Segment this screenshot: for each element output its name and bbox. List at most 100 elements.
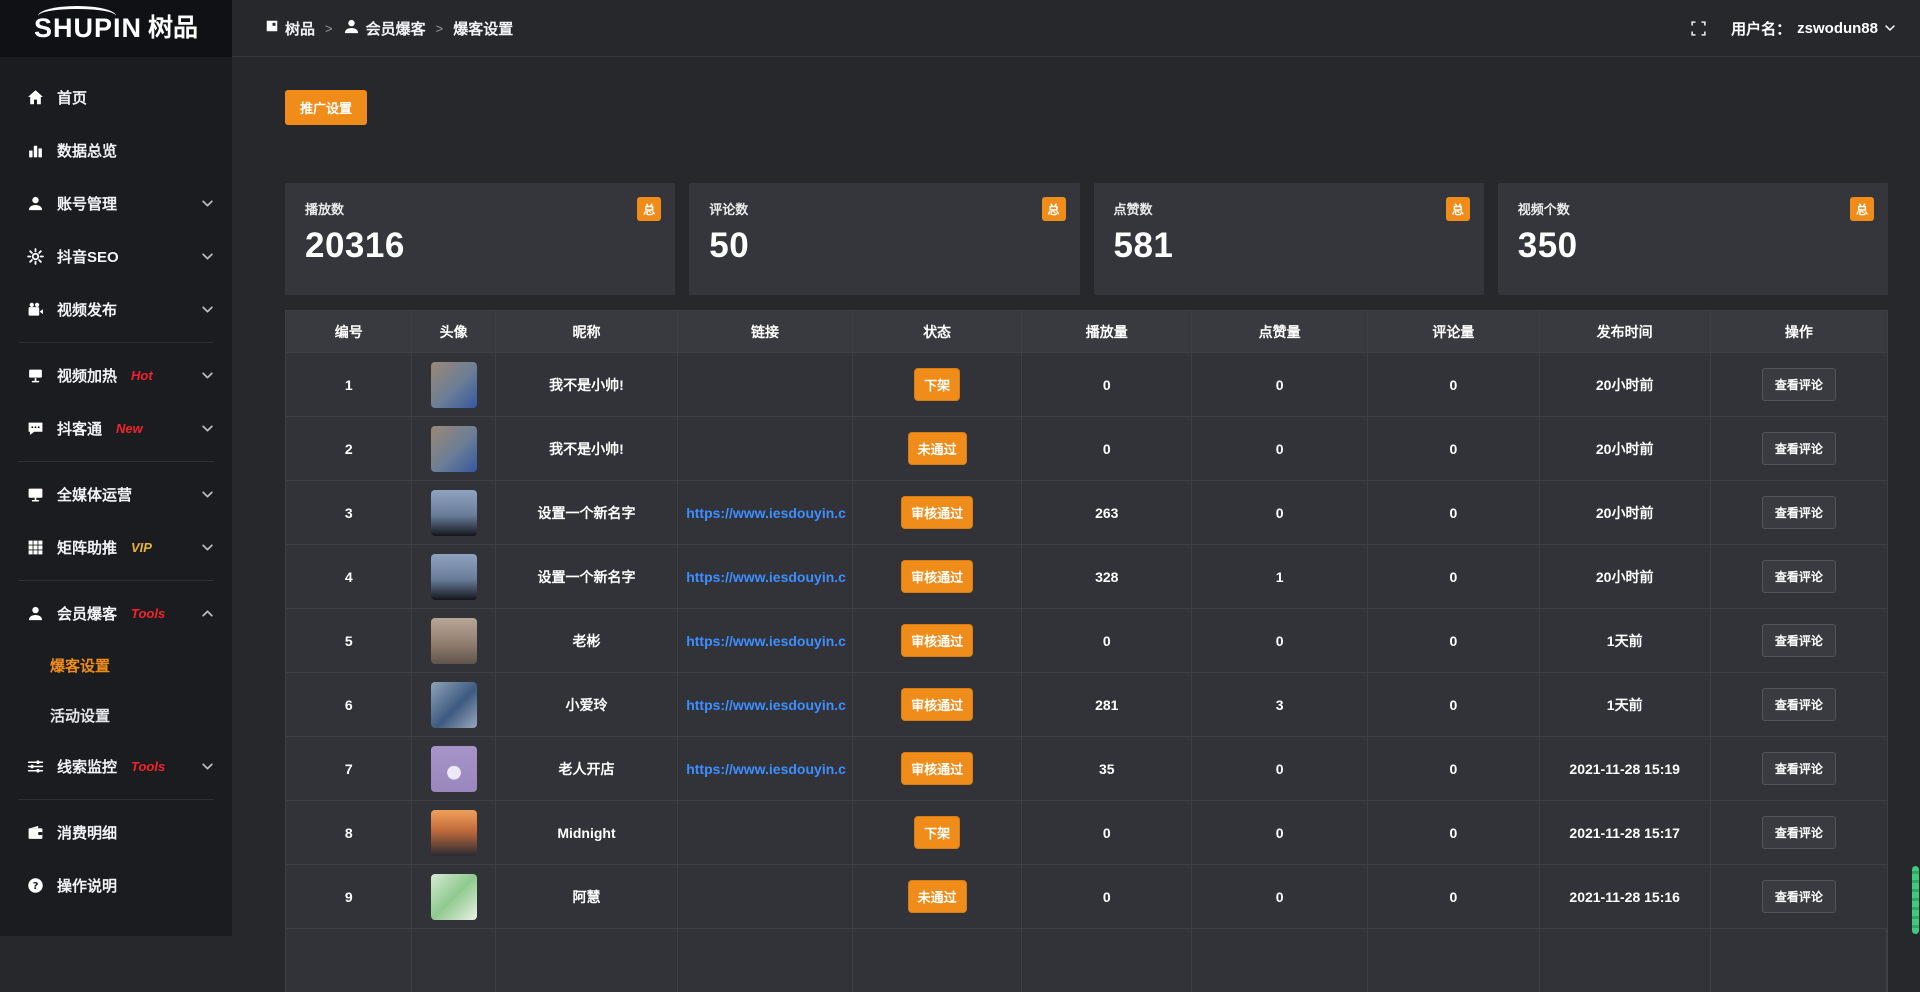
status-badge[interactable]: 审核通过: [901, 496, 973, 529]
view-comments-button[interactable]: 查看评论: [1762, 432, 1836, 465]
sidebar-item-badge: Tools: [131, 606, 165, 621]
sidebar-item-video-heat[interactable]: 视频加热 Hot: [0, 349, 232, 402]
topbar: 树品>会员爆客>爆客设置 用户名：zswodun88: [232, 0, 1920, 57]
screen-icon: [26, 367, 44, 385]
cell-action: 查看评论: [1711, 545, 1887, 608]
logo[interactable]: SHUPIN 树品: [0, 0, 232, 57]
cell-comments: 0: [1368, 545, 1539, 608]
breadcrumb-label: 树品: [285, 18, 315, 39]
cell-status: 审核通过: [853, 673, 1023, 736]
cell-action: 查看评论: [1711, 609, 1887, 672]
column-header: 链接: [678, 311, 853, 352]
cell-link: https://www.iesdouyin.c: [678, 737, 853, 800]
sidebar-item-home[interactable]: 首页: [0, 71, 232, 124]
status-badge[interactable]: 审核通过: [901, 752, 973, 785]
chevron-down-icon: [201, 422, 214, 435]
sidebar-item-consume-detail[interactable]: 消费明细: [0, 806, 232, 859]
fullscreen-icon[interactable]: [1690, 20, 1707, 37]
view-comments-button[interactable]: 查看评论: [1762, 816, 1836, 849]
view-comments-button[interactable]: 查看评论: [1762, 496, 1836, 529]
cell-nickname: 设置一个新名字: [496, 481, 679, 544]
video-icon: [26, 301, 44, 319]
profile-link[interactable]: https://www.iesdouyin.c: [686, 697, 846, 713]
profile-link[interactable]: https://www.iesdouyin.c: [686, 569, 846, 585]
logo-arc: [38, 6, 116, 16]
breadcrumb-item[interactable]: 爆客设置: [453, 18, 513, 39]
stat-label: 播放数: [305, 199, 655, 218]
profile-link[interactable]: https://www.iesdouyin.c: [686, 761, 846, 777]
cell-status: 审核通过: [853, 481, 1023, 544]
cell-empty: [1192, 929, 1368, 992]
profile-link[interactable]: https://www.iesdouyin.c: [686, 505, 846, 521]
sidebar-item-label: 视频加热: [57, 365, 117, 386]
view-comments-button[interactable]: 查看评论: [1762, 624, 1836, 657]
cell-status: 下架: [853, 353, 1023, 416]
cell-avatar: [412, 737, 495, 800]
cell-action: 查看评论: [1711, 481, 1887, 544]
cell-link: [678, 417, 853, 480]
status-badge[interactable]: 未通过: [908, 880, 967, 913]
chevron-down-icon: [201, 541, 214, 554]
status-badge[interactable]: 未通过: [908, 432, 967, 465]
view-comments-button[interactable]: 查看评论: [1762, 880, 1836, 913]
sidebar-item-data-overview[interactable]: 数据总览: [0, 124, 232, 177]
view-comments-button[interactable]: 查看评论: [1762, 752, 1836, 785]
promo-settings-button[interactable]: 推广设置: [285, 90, 367, 125]
table-row-partial: [286, 928, 1887, 992]
profile-link[interactable]: https://www.iesdouyin.c: [686, 633, 846, 649]
sidebar-item-video-publish[interactable]: 视频发布: [0, 283, 232, 336]
sidebar-item-label: 视频发布: [57, 299, 117, 320]
sidebar-subitem-activity-setting[interactable]: 活动设置: [0, 690, 232, 740]
scrollbar-thumb[interactable]: [1912, 866, 1919, 934]
view-comments-button[interactable]: 查看评论: [1762, 368, 1836, 401]
table-header-row: 编号头像昵称链接状态播放量点赞量评论量发布时间操作: [286, 311, 1887, 352]
wallet-icon: [26, 824, 44, 842]
status-badge[interactable]: 审核通过: [901, 624, 973, 657]
sidebar-subitem-baoke-setting[interactable]: 爆客设置: [0, 640, 232, 690]
cell-status: 未通过: [853, 865, 1023, 928]
cell-publish-time: 2021-11-28 15:16: [1540, 865, 1711, 928]
avatar: [431, 618, 477, 664]
breadcrumb-item[interactable]: 树品: [265, 18, 315, 39]
sidebar-item-badge: New: [116, 421, 143, 436]
view-comments-button[interactable]: 查看评论: [1762, 560, 1836, 593]
cell-id: 2: [286, 417, 412, 480]
status-badge[interactable]: 审核通过: [901, 560, 973, 593]
cell-likes: 0: [1192, 481, 1368, 544]
sidebar-item-badge: Hot: [131, 368, 153, 383]
avatar: [431, 874, 477, 920]
cell-id: 1: [286, 353, 412, 416]
sidebar-item-label: 矩阵助推: [57, 537, 117, 558]
avatar: [431, 426, 477, 472]
cell-id: 3: [286, 481, 412, 544]
username: zswodun88: [1797, 20, 1878, 37]
sidebar-item-op-guide[interactable]: ?操作说明: [0, 859, 232, 912]
chevron-down-icon: [201, 197, 214, 210]
status-badge[interactable]: 下架: [914, 816, 960, 849]
cell-publish-time: 20小时前: [1540, 481, 1711, 544]
view-comments-button[interactable]: 查看评论: [1762, 688, 1836, 721]
cell-plays: 0: [1022, 353, 1192, 416]
sidebar-item-account-manage[interactable]: 账号管理: [0, 177, 232, 230]
total-badge: 总: [1850, 197, 1874, 221]
logo-text: SHUPIN: [34, 15, 142, 42]
status-badge[interactable]: 审核通过: [901, 688, 973, 721]
chevron-down-icon: [1884, 22, 1896, 34]
cell-empty: [412, 929, 495, 992]
sidebar-item-media-ops[interactable]: 全媒体运营: [0, 468, 232, 521]
cell-avatar: [412, 801, 495, 864]
user-menu[interactable]: 用户名：zswodun88: [1731, 18, 1896, 39]
status-badge[interactable]: 下架: [914, 368, 960, 401]
breadcrumb-item[interactable]: 会员爆客: [343, 18, 426, 39]
cell-action: 查看评论: [1711, 673, 1887, 736]
total-badge: 总: [637, 197, 661, 221]
sidebar-item-douyin-seo[interactable]: 抖音SEO: [0, 230, 232, 283]
